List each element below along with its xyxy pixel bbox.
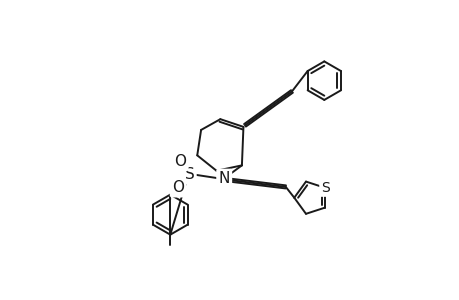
Text: N: N [218,171,230,186]
Text: O: O [174,154,186,169]
Text: S: S [320,181,330,195]
Text: S: S [184,167,194,182]
Text: O: O [172,180,184,195]
